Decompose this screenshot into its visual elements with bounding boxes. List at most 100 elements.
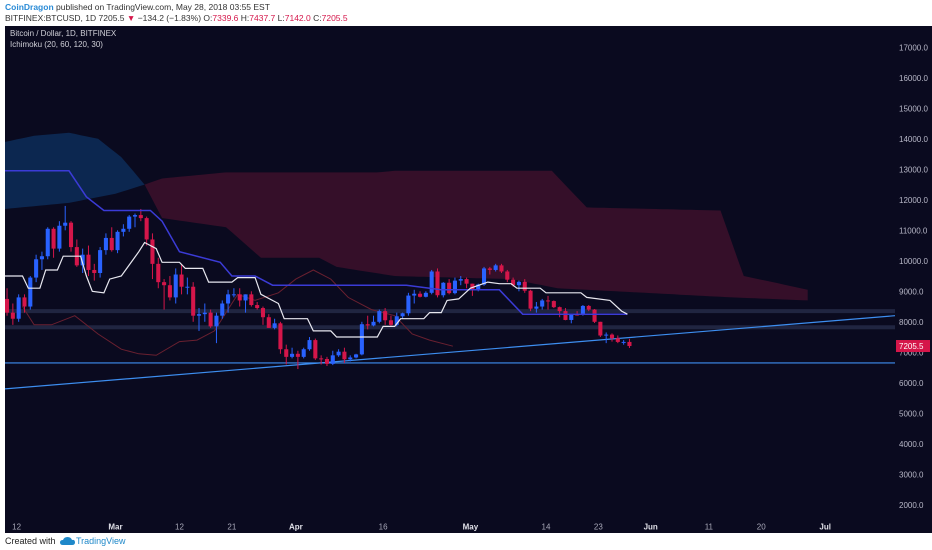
candle (127, 216, 132, 229)
candle (516, 281, 521, 286)
candle (272, 323, 277, 328)
candle (418, 293, 423, 297)
close-label: C: (313, 13, 322, 23)
candle (214, 315, 219, 327)
candle (179, 274, 184, 287)
candle (371, 321, 376, 326)
price-tick-label: 5000.0 (899, 409, 924, 418)
candle (557, 307, 562, 312)
close-value: 7205.5 (321, 13, 348, 23)
footer-bar: Created with TradingView (0, 533, 932, 550)
chart-pane[interactable]: Bitcoin / Dollar, 1D, BITFINEX Ichimoku … (5, 26, 895, 520)
candle (511, 279, 516, 286)
candle (476, 284, 481, 290)
price-chart[interactable] (5, 26, 895, 520)
candle (580, 305, 585, 315)
candle (167, 285, 172, 298)
candle (522, 281, 527, 291)
candle (284, 349, 289, 357)
price-tick-label: 16000.0 (899, 74, 928, 83)
candle (551, 301, 556, 308)
candle (458, 279, 463, 281)
last-price-label: 7205.5 (899, 342, 924, 351)
candle (435, 271, 440, 296)
time-tick-label: 12 (175, 523, 184, 532)
candle (86, 254, 91, 270)
price-axis[interactable]: 2000.0 3000.0 4000.0 5000.0 6000.0 7000.0 8000… (895, 26, 932, 546)
last-price: 7205.5 (98, 13, 125, 23)
price-tick-label: 2000.0 (899, 501, 924, 510)
candle (173, 274, 178, 298)
candle (621, 341, 626, 343)
candle (569, 314, 574, 320)
price-tick-label: 8000.0 (899, 318, 924, 327)
price-tick-label: 17000.0 (899, 43, 928, 52)
last-price-tag (896, 340, 930, 353)
candle (452, 280, 457, 294)
tradingview-cloud-icon (60, 537, 75, 545)
price-tick-label: 10000.0 (899, 257, 928, 266)
candle (429, 271, 434, 293)
candle (586, 305, 591, 310)
candle (342, 351, 347, 360)
candle (481, 268, 487, 285)
candle (423, 292, 428, 297)
candle (144, 218, 149, 240)
candle (575, 314, 580, 316)
high-label: H: (240, 13, 250, 23)
price-tick-label: 15000.0 (899, 104, 928, 113)
price-tick-label: 3000.0 (899, 470, 924, 479)
candle (68, 222, 74, 248)
tradingview-link[interactable]: TradingView (76, 536, 126, 546)
publish-header: CoinDragon published on TradingView.com,… (0, 0, 932, 26)
time-axis[interactable]: 12 Mar 12 21 Apr 16 May 14 23 Jun 11 20 Jul (5, 520, 895, 533)
candle (604, 334, 609, 336)
candle (290, 353, 295, 357)
candle (330, 355, 335, 364)
open-label: O: (203, 13, 213, 23)
candle (162, 282, 167, 286)
candle (505, 271, 510, 280)
candle (5, 298, 10, 313)
candle (470, 283, 475, 290)
symbol-label: BITFINEX:BTCUSD, 1D (5, 13, 97, 23)
candle (22, 297, 27, 307)
candle (226, 294, 231, 304)
candle (121, 228, 126, 232)
candle (313, 340, 318, 359)
trendline (5, 315, 895, 390)
candle (132, 215, 138, 217)
candle (243, 294, 248, 301)
candle (307, 340, 312, 350)
candle (545, 300, 551, 302)
publish-info: CoinDragon published on TradingView.com,… (5, 2, 270, 12)
down-arrow-icon: ▼ (126, 13, 136, 23)
price-tick-label: 11000.0 (899, 226, 928, 235)
candle (260, 308, 266, 318)
candle (249, 294, 254, 306)
bearish-cloud (144, 170, 808, 301)
candle (528, 290, 533, 309)
publish-text: published on TradingView.com, May 28, 20… (56, 2, 270, 12)
candle (336, 351, 341, 356)
price-tick-label: 9000.0 (899, 287, 924, 296)
candle (400, 313, 405, 317)
ichimoku-legend[interactable]: Ichimoku (20, 60, 120, 30) (10, 40, 103, 49)
author-link[interactable]: CoinDragon (5, 2, 54, 12)
candle (266, 317, 271, 328)
open-value: 7339.6 (212, 13, 239, 23)
candle (98, 250, 103, 273)
low-label: L: (277, 13, 285, 23)
candle (615, 338, 620, 342)
price-tick-label: 6000.0 (899, 379, 924, 388)
candle (627, 341, 632, 347)
candle (92, 269, 97, 273)
candle (383, 311, 388, 321)
candle (57, 225, 62, 249)
candle (365, 324, 370, 326)
candle (359, 324, 364, 355)
candle (534, 306, 539, 309)
candle (377, 311, 382, 322)
price-axis-labels: 2000.0 3000.0 4000.0 5000.0 6000.0 7000.0 8000… (896, 43, 930, 510)
candle (196, 314, 202, 316)
